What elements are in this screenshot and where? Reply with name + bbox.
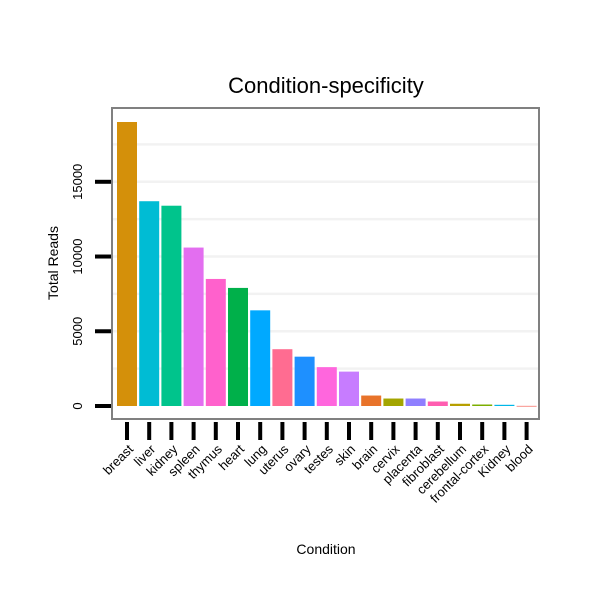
x-axis-ticks: breastliverkidneyspleenthymusheartlungut… bbox=[100, 422, 536, 506]
plot-frame bbox=[111, 107, 540, 420]
bar-liver bbox=[139, 201, 160, 406]
bar-blood bbox=[516, 405, 537, 407]
y-tick-label: 5000 bbox=[70, 317, 85, 346]
bar-skin bbox=[339, 371, 359, 406]
x-axis-label: Condition bbox=[296, 541, 355, 557]
bar-thymus bbox=[205, 278, 226, 406]
bar-brain bbox=[361, 395, 382, 406]
bar-kidney bbox=[494, 404, 515, 406]
y-axis-label: Total Reads bbox=[45, 226, 61, 300]
y-tick-label: 0 bbox=[70, 402, 85, 409]
bar-kidney bbox=[161, 205, 182, 406]
bar-placenta bbox=[405, 398, 426, 406]
bar-heart bbox=[228, 287, 248, 406]
y-tick-label: 15000 bbox=[70, 164, 85, 200]
bar-uterus bbox=[272, 349, 293, 406]
y-tick-label: 10000 bbox=[70, 238, 85, 274]
bar-fibroblast bbox=[427, 401, 448, 406]
y-axis-ticks: 0 5000 10000 15000 bbox=[70, 164, 111, 410]
bars bbox=[117, 122, 537, 407]
bar-cervix bbox=[383, 398, 404, 406]
chart-title: Condition-specificity bbox=[228, 73, 424, 98]
bar-breast bbox=[117, 122, 137, 406]
bar-ovary bbox=[294, 356, 315, 406]
bar-frontal-cortex bbox=[472, 404, 493, 406]
bar-spleen bbox=[183, 247, 204, 406]
bar-lung bbox=[250, 310, 271, 406]
bar-cerebellum bbox=[450, 403, 470, 406]
bar-testes bbox=[316, 367, 337, 406]
